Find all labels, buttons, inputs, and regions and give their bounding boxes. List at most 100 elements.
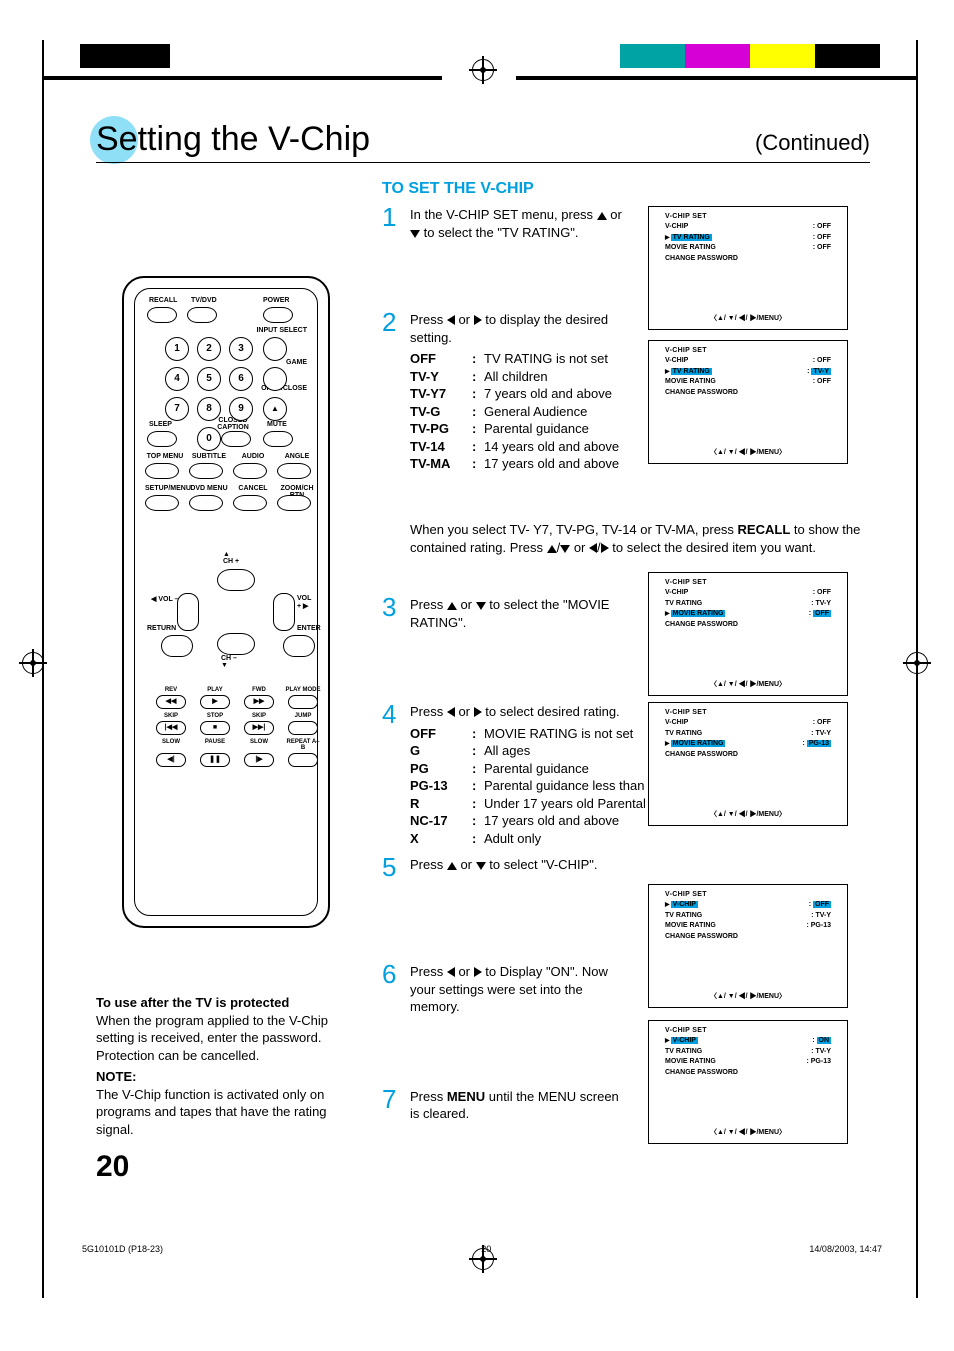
remote-label-sleep: SLEEP	[149, 421, 172, 428]
crop-line-right	[916, 40, 918, 1298]
registration-mark-bottom	[472, 1248, 494, 1275]
remote-label-ch-down: CH –▼	[221, 655, 237, 669]
remote-btn-slow[interactable]: |▶	[244, 753, 274, 767]
right-arrow-icon	[474, 315, 482, 325]
sidebar-p2: The V-Chip function is activated only on…	[96, 1086, 352, 1139]
osd-title: V-CHIP SET	[665, 1027, 847, 1034]
osd-screen-1: V-CHIP SETV-CHIPOFFTV RATINGOFFMOVIE RAT…	[648, 206, 848, 330]
remote-illustration: RECALL TV/DVD POWER INPUT SELECT GAME OP…	[122, 276, 330, 928]
remote-btn-subtitle[interactable]	[189, 463, 223, 479]
remote-label-setup-menu: SETUP/MENU	[145, 485, 185, 492]
remote-btn-skip[interactable]: ▶▶|	[244, 721, 274, 735]
remote-btn-stop[interactable]: ■	[200, 721, 230, 735]
remote-label-ch-up: ▲CH +	[223, 551, 239, 565]
remote-btn-fwd[interactable]: ▶▶	[244, 695, 274, 709]
remote-btn-return[interactable]	[161, 635, 193, 657]
page-title: Setting the V-Chip	[96, 122, 370, 156]
remote-btn-vol-down[interactable]	[177, 593, 199, 631]
remote-btn-pause[interactable]: ❚❚	[200, 753, 230, 767]
remote-btn-top-menu[interactable]	[145, 463, 179, 479]
step-number: 1	[382, 200, 396, 235]
up-arrow-icon	[447, 602, 457, 610]
sidebar-notes: To use after the TV is protected When th…	[96, 994, 352, 1138]
note-label: NOTE:	[96, 1068, 352, 1086]
remote-label-subtitle: SUBTITLE	[189, 453, 229, 460]
osd-screen-4: V-CHIP SETV-CHIPOFFTV RATINGTV-YMOVIE RA…	[648, 702, 848, 826]
remote-label-return: RETURN	[147, 625, 176, 632]
osd-row-movie_rating: MOVIE RATINGOFF	[649, 243, 847, 254]
remote-btn-sleep[interactable]	[147, 431, 177, 447]
remote-label-rev: REV	[153, 687, 189, 693]
remote-btn-setup-menu[interactable]	[145, 495, 179, 511]
remote-btn-power[interactable]	[263, 307, 293, 323]
step-text: Press or to display the desired setting.	[410, 311, 628, 346]
remote-label-repeat-a-b: REPEAT A–B	[285, 739, 321, 751]
osd-row-movie_rating: MOVIE RATINGPG-13	[649, 921, 847, 932]
remote-btn-3[interactable]: 3	[229, 337, 253, 361]
remote-btn-open-close[interactable]: ▲	[263, 397, 287, 421]
remote-btn-skip[interactable]: |◀◀	[156, 721, 186, 735]
remote-btn-6[interactable]: 6	[229, 367, 253, 391]
print-color-strip	[620, 44, 880, 68]
remote-btn-rev[interactable]: ◀◀	[156, 695, 186, 709]
remote-label-mute: MUTE	[267, 421, 287, 428]
remote-label-skip: SKIP	[241, 713, 277, 719]
rule-top-left	[42, 76, 442, 80]
osd-screen-5: V-CHIP SETV-CHIPOFFTV RATINGTV-YMOVIE RA…	[648, 884, 848, 1008]
osd-row-vchip: V-CHIPOFF	[649, 222, 847, 233]
osd-row-vchip: V-CHIPOFF	[649, 356, 847, 367]
remote-btn-4[interactable]: 4	[165, 367, 189, 391]
remote-btn-7[interactable]: 7	[165, 397, 189, 421]
osd-row-changepw: CHANGE PASSWORD	[649, 620, 847, 631]
remote-btn-tvdvd[interactable]	[187, 307, 217, 323]
osd-row-vchip: V-CHIPOFF	[649, 718, 847, 729]
remote-label-recall: RECALL	[149, 297, 177, 304]
step-number: 5	[382, 850, 396, 885]
remote-btn-jump[interactable]	[288, 721, 318, 735]
remote-btn-8[interactable]: 8	[197, 397, 221, 421]
osd-row-movie_rating: MOVIE RATINGOFF	[649, 609, 847, 620]
remote-btn-mute[interactable]	[263, 431, 293, 447]
osd-title: V-CHIP SET	[665, 709, 847, 716]
sidebar-p1: When the program applied to the V-Chip s…	[96, 1012, 352, 1065]
osd-row-tv_rating: TV RATINGTV-Y	[649, 599, 847, 610]
remote-btn-play[interactable]: ▶	[200, 695, 230, 709]
remote-btn-1[interactable]: 1	[165, 337, 189, 361]
remote-btn-angle[interactable]	[277, 463, 311, 479]
remote-label-vol-up: VOL + ▶	[297, 595, 311, 610]
up-arrow-icon	[447, 862, 457, 870]
osd-row-tv_rating: TV RATINGTV-Y	[649, 367, 847, 378]
remote-btn-dvd-menu[interactable]	[189, 495, 223, 511]
remote-btn-9[interactable]: 9	[229, 397, 253, 421]
remote-btn-play-mode[interactable]	[288, 695, 318, 709]
crop-line-left	[42, 40, 44, 1298]
down-arrow-icon	[410, 230, 420, 238]
remote-btn-0[interactable]: 0	[197, 427, 221, 451]
remote-btn-ch-up[interactable]	[217, 569, 255, 591]
remote-btn-audio[interactable]	[233, 463, 267, 479]
remote-btn-cancel[interactable]	[233, 495, 267, 511]
remote-btn-slow[interactable]: ◀|	[156, 753, 186, 767]
page-title-text: Setting the V-Chip	[96, 120, 370, 158]
right-arrow-icon	[474, 967, 482, 977]
remote-btn-zoom-ch-rtn[interactable]	[277, 495, 311, 511]
remote-btn-ch-down[interactable]	[217, 633, 255, 655]
remote-btn-5[interactable]: 5	[197, 367, 221, 391]
remote-label-tvdvd: TV/DVD	[191, 297, 217, 304]
remote-btn-2[interactable]: 2	[197, 337, 221, 361]
remote-btn-repeat-a-b[interactable]	[288, 753, 318, 767]
osd-hint: 〈▲/ ▼/ ◀/ ▶/MENU〉	[649, 447, 847, 457]
rule-top-right	[516, 76, 916, 80]
step-text: Press or to Display "ON". Now your setti…	[410, 963, 628, 1016]
remote-btn-recall[interactable]	[147, 307, 177, 323]
remote-label-dvd-menu: DVD MENU	[189, 485, 229, 492]
osd-row-changepw: CHANGE PASSWORD	[649, 1068, 847, 1079]
remote-btn-cc[interactable]	[221, 431, 251, 447]
remote-btn-game[interactable]	[263, 367, 287, 391]
remote-btn-enter[interactable]	[283, 635, 315, 657]
remote-label-cancel: CANCEL	[233, 485, 273, 492]
step-5: 5Press or to select "V-CHIP".	[382, 856, 872, 874]
remote-label-stop: STOP	[197, 713, 233, 719]
remote-btn-input-select[interactable]	[263, 337, 287, 361]
remote-btn-vol-up[interactable]	[273, 593, 295, 631]
